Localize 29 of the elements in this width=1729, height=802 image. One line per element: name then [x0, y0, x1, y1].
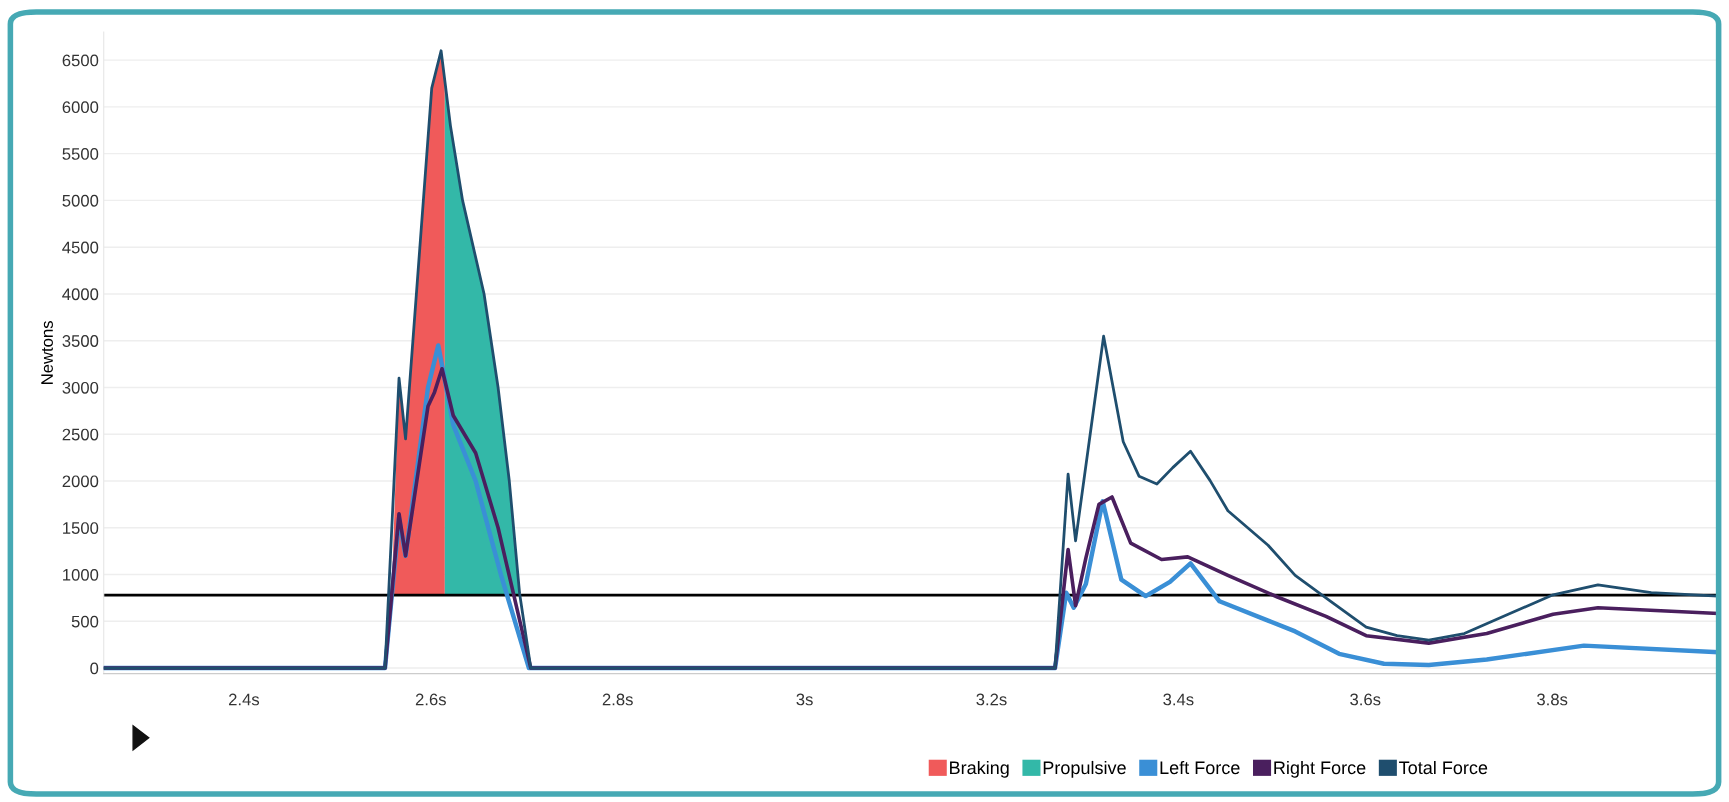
y-tick-label: 4500 [62, 241, 99, 254]
legend-label: Left Force [1160, 760, 1240, 775]
y-tick-label: 500 [71, 615, 99, 628]
x-tick-label: 3.6s [1350, 693, 1381, 706]
x-tick-label: 2.4s [229, 693, 260, 706]
x-tick-label: 3.2s [976, 693, 1007, 706]
x-tick-label: 2.8s [602, 693, 633, 706]
y-tick-label: 0 [90, 662, 99, 675]
y-tick-label: 3000 [62, 381, 99, 394]
legend-label: Propulsive [1043, 760, 1126, 778]
x-tick-label: 3s [796, 693, 813, 706]
legend-label: Braking [950, 760, 1009, 778]
y-tick-label: 1500 [63, 522, 99, 534]
x-tick-label: 2.6s [415, 693, 446, 706]
legend-label: Right Force [1274, 760, 1366, 778]
y-tick-label: 4000 [62, 288, 99, 301]
y-tick-label: 2500 [62, 428, 99, 441]
y-tick-label: 2000 [62, 475, 99, 488]
line-series [103, 49, 1719, 670]
y-axis-title: Newtons [41, 321, 53, 384]
y-tick-label: 5500 [62, 148, 99, 160]
x-tick-label: 3.8s [1537, 693, 1568, 706]
y-tick-label: 6000 [62, 101, 99, 114]
y-tick-label: 6500 [62, 54, 99, 67]
legend-label: Total Force [1399, 760, 1488, 775]
x-tick-label: 3.4s [1163, 693, 1194, 706]
y-tick-label: 1000 [63, 568, 99, 581]
y-tick-label: 3500 [62, 335, 99, 347]
y-tick-label: 5000 [62, 194, 99, 207]
